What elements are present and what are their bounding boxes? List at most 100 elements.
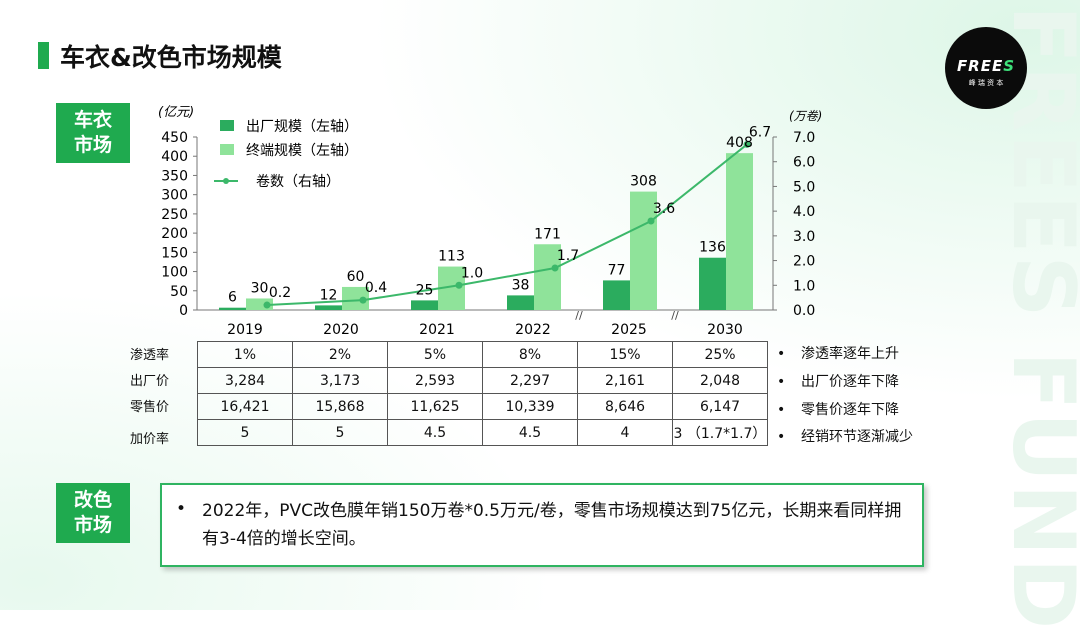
table-cell: 4.5 (482, 419, 578, 446)
x-tick-label: 2019 (227, 322, 263, 338)
left-tick-label: 250 (161, 207, 188, 223)
data-label-roll-count: 6.7 (749, 124, 771, 140)
right-tick-label: 6.0 (793, 155, 815, 171)
left-axis-unit: (亿元) (158, 105, 194, 120)
left-tick-label: 200 (161, 226, 188, 242)
table-cell: 15,868 (292, 393, 388, 420)
data-label-factory: 12 (320, 287, 338, 303)
title-accent-bar (38, 42, 49, 69)
table-cell: 1% (197, 341, 293, 368)
table-cell: 2,048 (672, 367, 768, 394)
axis-break-mark: // (671, 309, 679, 322)
table-cell: 15% (577, 341, 673, 368)
bar-terminal (246, 298, 273, 310)
bar-factory (507, 295, 534, 310)
data-label-terminal: 308 (630, 174, 657, 190)
left-tick-label: 400 (161, 149, 188, 165)
data-label-roll-count: 0.2 (269, 285, 291, 301)
car-cover-tag-line2: 市场 (73, 134, 112, 156)
page-title: 车衣&改色市场规模 (60, 43, 282, 72)
brand-logo: FREES 峰 瑞 资 本 (945, 27, 1027, 109)
bar-terminal (726, 153, 753, 310)
bar-terminal (342, 286, 369, 310)
remark-bullet: • (777, 402, 786, 418)
color-change-market-tag: 改色 市场 (56, 483, 130, 543)
axis-break-mark: // (575, 309, 583, 322)
data-label-terminal: 60 (347, 269, 365, 285)
note-bullet: • (176, 499, 187, 519)
roll-count-point (743, 140, 751, 148)
table-cell: 4 (577, 419, 673, 446)
legend-label-roll-count: 卷数（右轴） (256, 174, 340, 190)
color-change-note-box: • 2022年，PVC改色膜年销150万卷*0.5万元/卷，零售市场规模达到75… (160, 483, 924, 567)
table-cell: 3,173 (292, 367, 388, 394)
remark-bullet: • (777, 374, 786, 390)
data-label-terminal: 171 (534, 226, 561, 242)
table-cell: 2,297 (482, 367, 578, 394)
table-cell: 25% (672, 341, 768, 368)
roll-count-point (647, 217, 655, 225)
roll-count-line (266, 143, 748, 307)
left-tick-label: 150 (161, 245, 188, 261)
color-change-tag-line1: 改色 (73, 489, 112, 511)
table-cell: 11,625 (387, 393, 483, 420)
logo-wordmark: FREES (956, 57, 1016, 75)
table-cell: 5 (292, 419, 388, 446)
data-label-roll-count: 0.4 (365, 280, 387, 296)
right-axis-unit: (万卷) (789, 109, 822, 123)
chart-line-series (263, 140, 751, 309)
table-cell: 8,646 (577, 393, 673, 420)
right-tick-label: 7.0 (793, 130, 815, 146)
remark-text: 经销环节逐渐减少 (801, 429, 913, 445)
left-tick-label: 50 (170, 284, 188, 300)
remark-markup: • 经销环节逐渐减少 (777, 426, 913, 446)
bar-factory (603, 280, 630, 310)
bar-factory (219, 307, 246, 310)
roll-count-point (263, 301, 271, 309)
table-cell: 16,421 (197, 393, 293, 420)
data-label-terminal: 408 (726, 135, 753, 151)
data-label-terminal: 113 (438, 249, 465, 265)
bar-factory (315, 305, 342, 310)
table-cell: 2% (292, 341, 388, 368)
table-cell: 3 （1.7*1.7） (672, 419, 768, 446)
remark-bullet: • (777, 429, 786, 445)
roll-count-point (359, 296, 367, 304)
data-label-roll-count: 1.0 (461, 265, 483, 281)
metrics-table: 1% 2% 5% 8% 15% 25% 3,284 3,173 2,593 2,… (197, 341, 768, 446)
table-row: 3,284 3,173 2,593 2,297 2,161 2,048 (197, 367, 768, 394)
watermark: FREES FUND (993, 5, 1080, 631)
row-label-markup: 加价率 (130, 432, 170, 447)
data-label-factory: 25 (416, 282, 434, 298)
x-tick-label: 2030 (707, 322, 743, 338)
right-tick-label: 4.0 (793, 204, 815, 220)
remark-text: 零售价逐年下降 (801, 402, 899, 418)
data-label-factory: 6 (228, 290, 237, 306)
right-tick-label: 1.0 (793, 278, 815, 294)
data-label-factory: 38 (512, 277, 530, 293)
right-tick-label: 0.0 (793, 303, 815, 319)
left-tick-label: 0 (179, 303, 188, 319)
right-tick-label: 3.0 (793, 229, 815, 245)
table-cell: 2,593 (387, 367, 483, 394)
left-tick-label: 300 (161, 188, 188, 204)
row-label-factory-price: 出厂价 (130, 374, 170, 389)
left-tick-label: 350 (161, 168, 188, 184)
chart-legend: 出厂规模（左轴） 终端规模（左轴） 卷数（右轴） (214, 119, 358, 190)
note-text: 2022年，PVC改色膜年销150万卷*0.5万元/卷，零售市场规模达到75亿元… (202, 501, 902, 549)
table-cell: 3,284 (197, 367, 293, 394)
color-change-tag-line2: 市场 (73, 514, 112, 536)
bar-terminal (630, 191, 657, 310)
roll-count-point (551, 264, 559, 272)
x-tick-label: 2020 (323, 322, 359, 338)
table-cell: 2,161 (577, 367, 673, 394)
remark-bullet: • (777, 346, 786, 362)
remark-text: 出厂价逐年下降 (801, 374, 899, 390)
remark-factory-price: • 出厂价逐年下降 (777, 371, 899, 391)
data-label-roll-count: 3.6 (653, 201, 675, 217)
right-tick-label: 2.0 (793, 254, 815, 270)
legend-label-factory: 出厂规模（左轴） (246, 119, 358, 135)
left-tick-label: 100 (161, 265, 188, 281)
table-cell: 4.5 (387, 419, 483, 446)
table-cell: 6,147 (672, 393, 768, 420)
